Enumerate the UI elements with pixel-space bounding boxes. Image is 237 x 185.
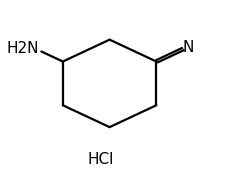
Text: H2N: H2N — [7, 41, 39, 56]
Text: HCl: HCl — [87, 152, 114, 167]
Text: N: N — [183, 40, 194, 55]
